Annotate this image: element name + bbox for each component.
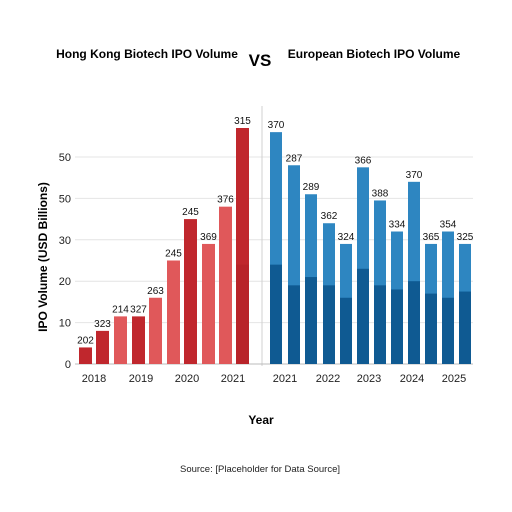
hk-bar-segment (236, 264, 249, 364)
eu-bar-lower-segment (288, 285, 300, 364)
eu-bar-lower-segment (340, 297, 352, 364)
eu-bar-lower-segment (270, 264, 282, 364)
hk-bar-label: 263 (147, 286, 164, 297)
eu-bar-label: 334 (389, 220, 406, 231)
y-tick-label: 50 (59, 152, 71, 164)
y-tick-label: 0 (65, 359, 71, 371)
eu-bar-lower-segment (408, 281, 420, 364)
right-chart-title: European Biotech IPO Volume (288, 47, 461, 61)
hk-bar-label: 202 (77, 335, 94, 346)
hk-bar-label: 376 (217, 195, 234, 206)
hk-bar (219, 206, 232, 364)
hk-bar-label: 245 (182, 207, 199, 218)
hk-year-label: 2021 (221, 373, 245, 385)
source-note: Source: [Placeholder for Data Source] (180, 464, 340, 475)
eu-bar-lower-segment (425, 293, 437, 364)
hk-bar-label: 245 (165, 248, 182, 259)
eu-bar-label: 325 (457, 232, 474, 243)
hk-bar (167, 260, 180, 364)
hk-bar (149, 297, 162, 364)
eu-bar-lower-segment (459, 291, 471, 364)
hk-bar (132, 316, 145, 364)
eu-bar-lower-segment (442, 297, 454, 364)
eu-bar-label: 365 (423, 232, 440, 243)
y-tick-label: 50 (59, 193, 71, 205)
eu-year-label: 2025 (442, 373, 466, 385)
y-axis-title: IPO Volume (USD Billions) (36, 182, 50, 332)
x-tick-labels: 2018 2019 2020 2021 2021 2022 2023 2024 2025 (82, 373, 466, 385)
eu-year-label: 2023 (357, 373, 381, 385)
eu-bar-label: 324 (338, 232, 355, 243)
hk-bar (184, 219, 197, 364)
eu-bar-label: 287 (286, 153, 303, 164)
eu-year-label: 2022 (316, 373, 340, 385)
left-chart-title: Hong Kong Biotech IPO Volume (56, 47, 238, 61)
hk-year-label: 2019 (129, 373, 153, 385)
y-tick-label: 20 (59, 276, 71, 288)
hk-year-label: 2020 (175, 373, 199, 385)
hk-bar (114, 316, 127, 364)
hk-bar-label: 323 (94, 319, 111, 330)
y-tick-labels: 0 10 20 30 50 50 (59, 152, 71, 371)
x-axis-title: Year (248, 413, 274, 427)
vs-label: VS (249, 51, 272, 70)
hk-bar-label: 369 (200, 232, 217, 243)
eu-bar-label: 354 (440, 220, 457, 231)
eu-year-label: 2024 (400, 373, 424, 385)
hk-year-label: 2018 (82, 373, 106, 385)
eu-bar-label: 370 (268, 120, 285, 131)
eu-bar-label: 362 (321, 211, 338, 222)
eu-bar-label: 289 (303, 182, 320, 193)
eu-year-label: 2021 (273, 373, 297, 385)
hk-bar-label: 315 (234, 116, 251, 127)
eu-bar-label: 388 (372, 188, 389, 199)
hk-bar-label: 214 (112, 304, 129, 315)
eu-bar-lower-segment (374, 285, 386, 364)
eu-bar-lower-segment (357, 268, 369, 364)
eu-bar-lower-segment (391, 289, 403, 364)
eu-bar-label: 366 (355, 155, 372, 166)
y-tick-label: 10 (59, 318, 71, 330)
eu-bar-label: 370 (406, 170, 423, 181)
hk-bar (202, 243, 215, 364)
eu-bar-lower-segment (305, 277, 317, 364)
hk-bar (96, 330, 109, 364)
y-tick-label: 30 (59, 235, 71, 247)
hk-bar (79, 347, 92, 364)
eu-bar-lower-segment (323, 285, 335, 364)
hk-bar-label: 327 (130, 304, 147, 315)
